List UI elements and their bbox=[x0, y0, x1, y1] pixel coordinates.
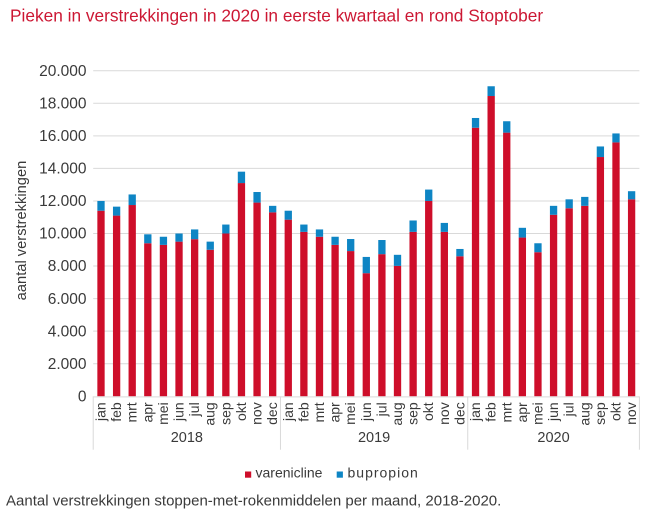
svg-text:jul: jul bbox=[373, 402, 389, 417]
svg-text:dec: dec bbox=[451, 402, 467, 425]
svg-text:0: 0 bbox=[78, 388, 87, 405]
svg-text:20.000: 20.000 bbox=[39, 63, 87, 80]
svg-text:Aantal verstrekkingen stoppen-: Aantal verstrekkingen stoppen-met-rokenm… bbox=[6, 493, 501, 510]
svg-text:bupropion: bupropion bbox=[348, 465, 419, 481]
svg-text:12.000: 12.000 bbox=[39, 193, 87, 210]
svg-text:apr: apr bbox=[327, 402, 343, 423]
svg-text:14.000: 14.000 bbox=[39, 161, 87, 178]
svg-text:8.000: 8.000 bbox=[48, 258, 87, 275]
svg-text:apr: apr bbox=[514, 402, 530, 423]
svg-text:feb: feb bbox=[483, 402, 499, 422]
svg-text:jan: jan bbox=[280, 402, 296, 422]
svg-text:nov: nov bbox=[249, 402, 265, 425]
svg-text:okt: okt bbox=[420, 402, 436, 421]
svg-text:sep: sep bbox=[217, 402, 233, 425]
svg-text:jan: jan bbox=[93, 402, 109, 422]
svg-text:6.000: 6.000 bbox=[48, 291, 87, 308]
svg-text:okt: okt bbox=[233, 402, 249, 421]
svg-text:jun: jun bbox=[171, 402, 187, 422]
svg-text:10.000: 10.000 bbox=[39, 226, 87, 243]
svg-text:jul: jul bbox=[561, 402, 577, 417]
svg-text:nov: nov bbox=[623, 402, 639, 425]
svg-text:mrt: mrt bbox=[498, 402, 514, 422]
svg-text:jul: jul bbox=[186, 402, 202, 417]
svg-text:aug: aug bbox=[576, 402, 592, 425]
svg-text:feb: feb bbox=[295, 402, 311, 422]
svg-text:2.000: 2.000 bbox=[48, 356, 87, 373]
svg-text:2020: 2020 bbox=[537, 430, 569, 446]
svg-text:16.000: 16.000 bbox=[39, 128, 87, 145]
svg-text:feb: feb bbox=[108, 402, 124, 422]
svg-text:aug: aug bbox=[202, 402, 218, 425]
svg-text:dec: dec bbox=[264, 402, 280, 425]
svg-text:jun: jun bbox=[358, 402, 374, 422]
svg-text:2018: 2018 bbox=[171, 430, 203, 446]
svg-text:aug: aug bbox=[389, 402, 405, 425]
svg-text:sep: sep bbox=[405, 402, 421, 425]
svg-text:sep: sep bbox=[592, 402, 608, 425]
svg-text:mrt: mrt bbox=[124, 402, 140, 422]
svg-text:jun: jun bbox=[545, 402, 561, 422]
svg-text:aantal verstrekkingen: aantal verstrekkingen bbox=[14, 161, 30, 301]
svg-text:okt: okt bbox=[607, 402, 623, 421]
svg-text:varenicline: varenicline bbox=[256, 465, 323, 481]
svg-text:jan: jan bbox=[467, 402, 483, 422]
svg-text:mrt: mrt bbox=[311, 402, 327, 422]
svg-text:apr: apr bbox=[139, 402, 155, 423]
svg-text:mei: mei bbox=[342, 402, 358, 425]
svg-text:18.000: 18.000 bbox=[39, 96, 87, 113]
svg-text:mei: mei bbox=[155, 402, 171, 425]
svg-text:mei: mei bbox=[529, 402, 545, 425]
svg-text:4.000: 4.000 bbox=[48, 323, 87, 340]
svg-text:Pieken in verstrekkingen in 20: Pieken in verstrekkingen in 2020 in eers… bbox=[10, 5, 543, 25]
svg-text:2019: 2019 bbox=[358, 430, 390, 446]
svg-text:nov: nov bbox=[436, 402, 452, 425]
